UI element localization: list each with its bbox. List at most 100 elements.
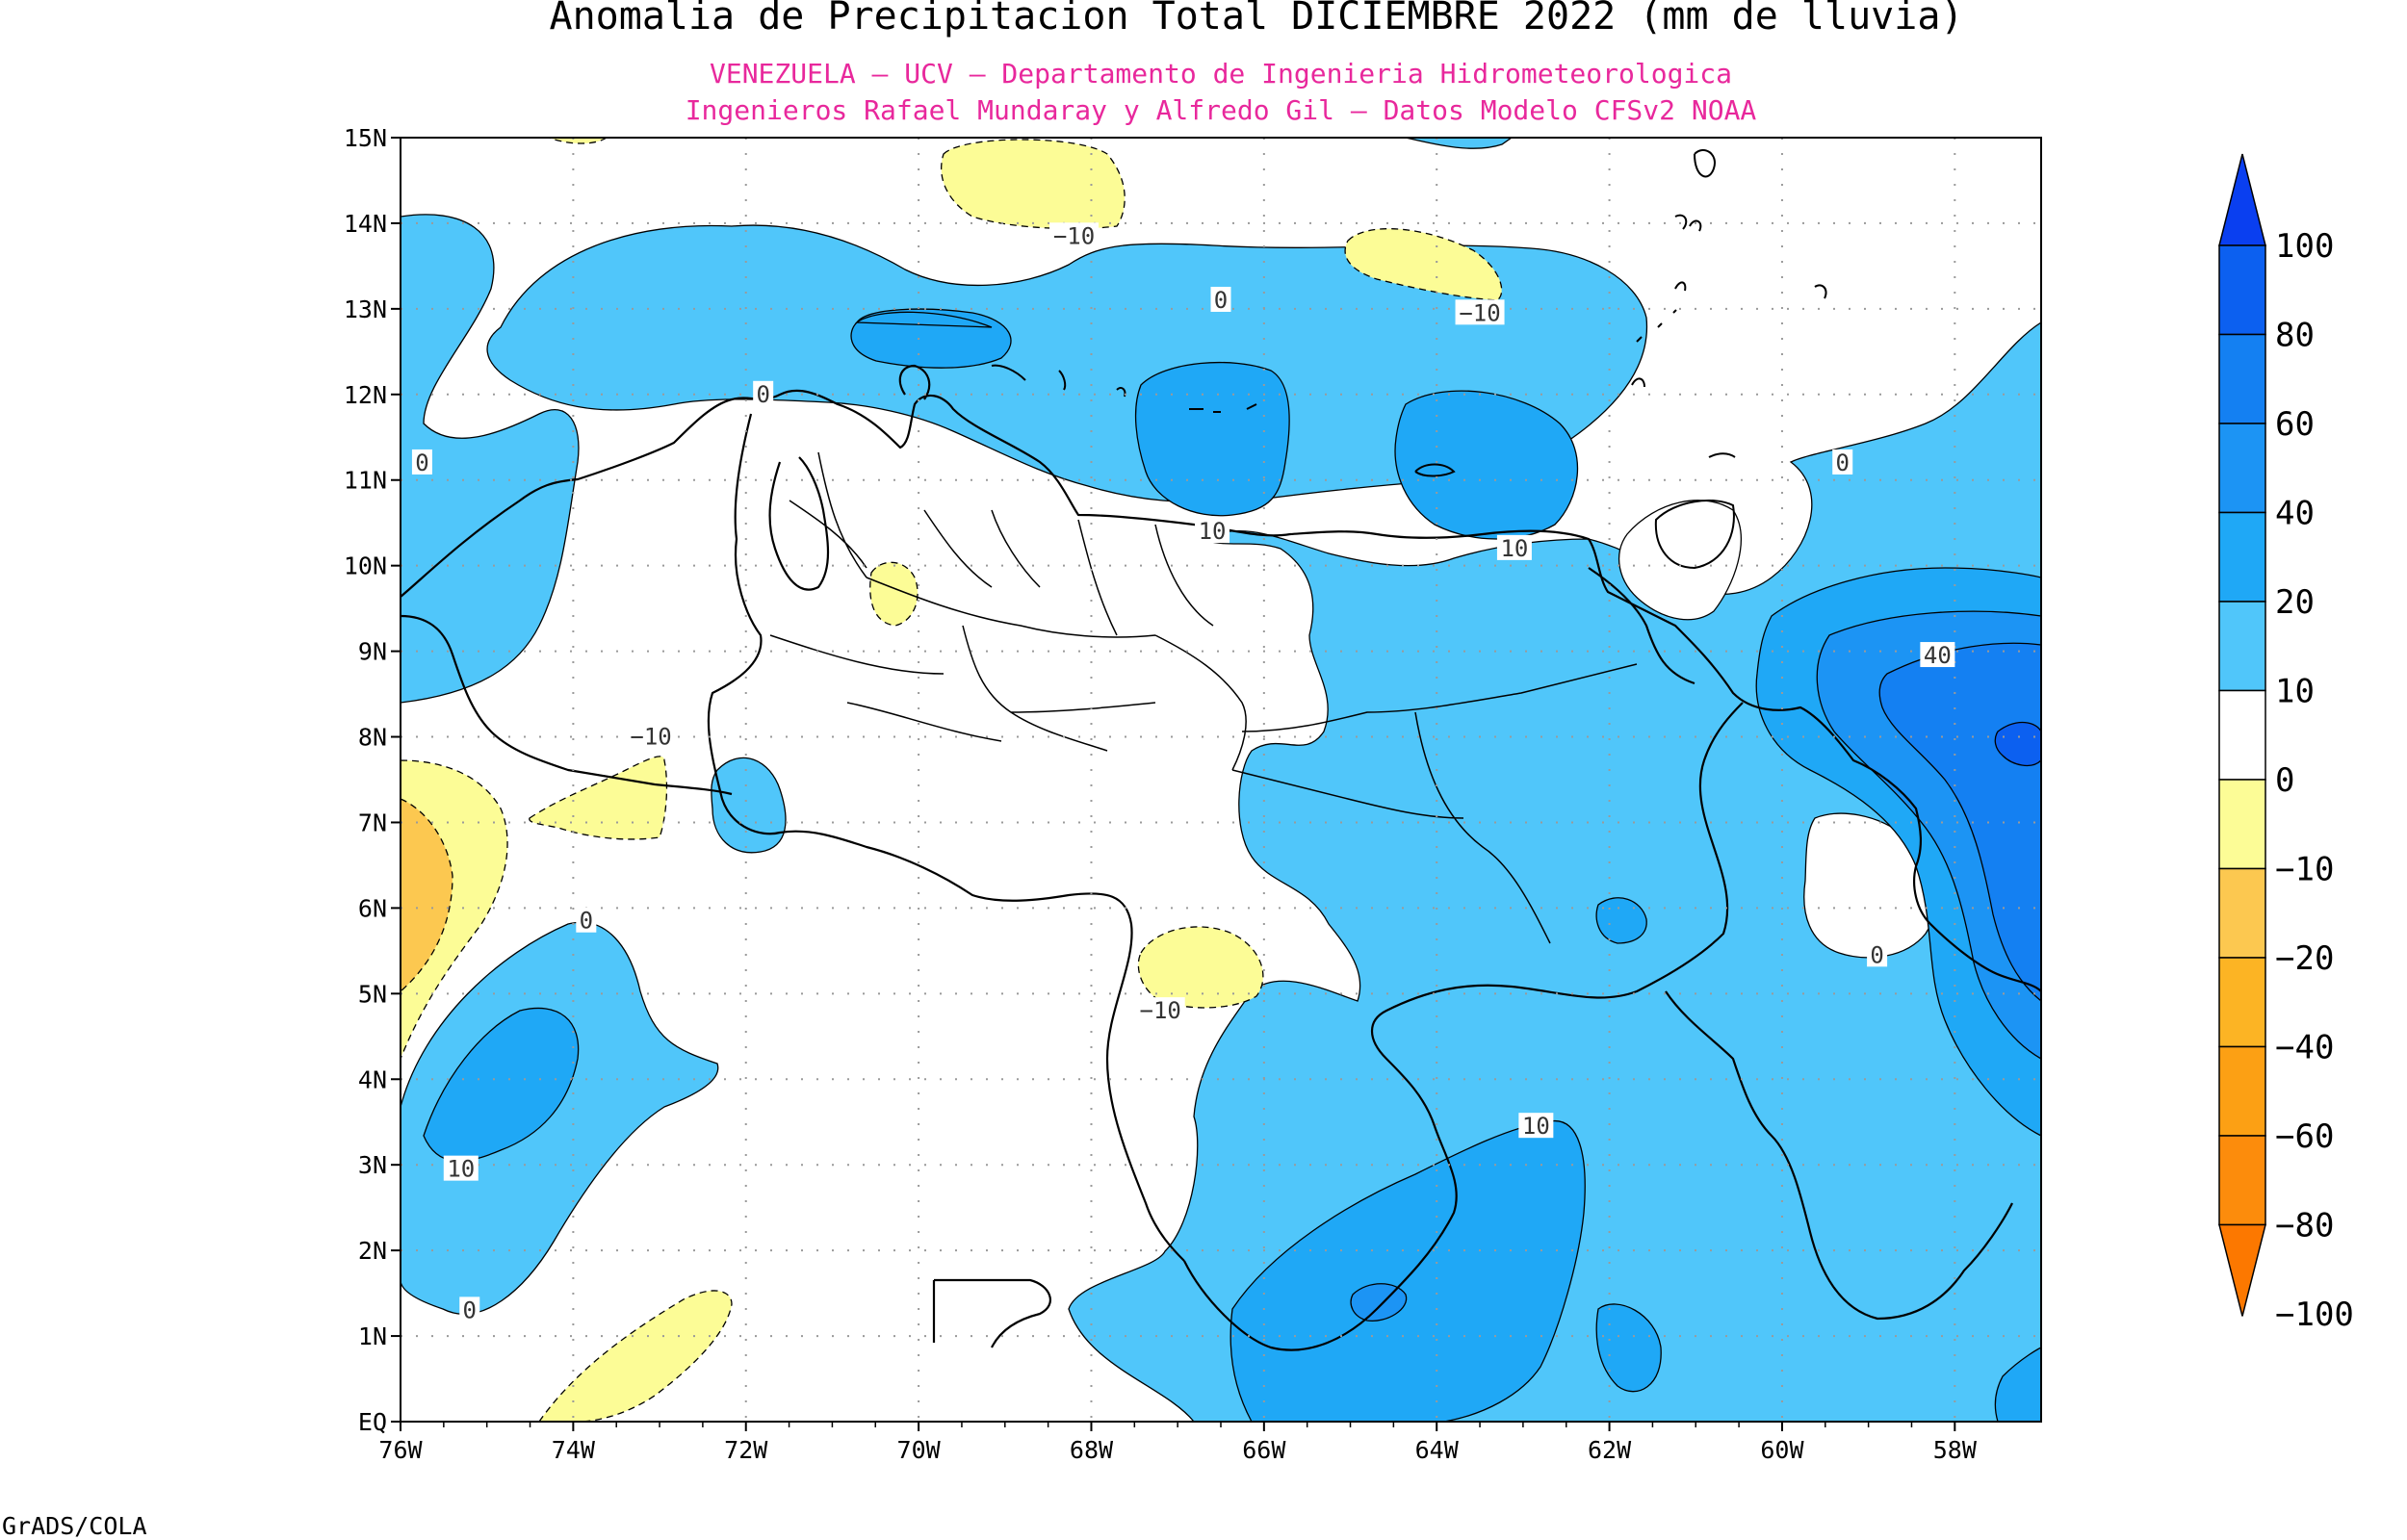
- contour-label-box: [1455, 299, 1505, 325]
- caribbean-north-positive-cell: [855, 311, 993, 328]
- anomaly-negative-20-regions: [401, 798, 453, 992]
- map-plot-area: [401, 138, 2041, 1422]
- colorbar-swatch: [2218, 423, 2266, 514]
- caribbean-islands: [991, 149, 1827, 570]
- colorbar-label: 0: [2275, 761, 2294, 800]
- lon-tick-label: 60W: [1760, 1436, 1804, 1464]
- colorbar-swatch: [2218, 333, 2266, 424]
- north-coastline: [401, 389, 2041, 992]
- colorbar-label: −100: [2275, 1296, 2354, 1334]
- lat-tick-label: 14N: [344, 210, 387, 238]
- colorbar-label: 80: [2275, 317, 2315, 355]
- lara-negative-cell: [869, 561, 919, 627]
- colorbar-label: −60: [2275, 1117, 2334, 1156]
- contour-label-box: [411, 449, 432, 475]
- colorbar-label: −80: [2275, 1207, 2334, 1245]
- leeward-dot-2: [1657, 322, 1663, 328]
- lat-tick-label: 2N: [358, 1237, 387, 1265]
- lon-tick-label: 70W: [897, 1436, 942, 1464]
- contour-label-box: [626, 723, 676, 749]
- lat-tick-label: 6N: [358, 894, 387, 922]
- contour-label: 0: [463, 1296, 477, 1323]
- colorbar-label: −40: [2275, 1029, 2334, 1067]
- contour-label: 0: [1214, 287, 1228, 314]
- colorbar-label: 100: [2275, 227, 2334, 266]
- contour-label-box: [576, 907, 597, 933]
- subtitle-institution: VENEZUELA — UCV — Departamento de Ingeni…: [710, 58, 1732, 90]
- lat-tick-label: 5N: [358, 980, 387, 1008]
- colorbar-label: 40: [2275, 495, 2315, 533]
- lat-tick-label: EQ: [358, 1408, 387, 1436]
- catatumbo-positive-cell: [711, 757, 787, 854]
- venezuela-south-border: [1183, 702, 1744, 1351]
- lat-tick-label: 7N: [358, 808, 387, 836]
- colorbar-label: −10: [2275, 851, 2334, 889]
- contour-label-box: [1195, 518, 1230, 544]
- leeward-dot-1: [1636, 336, 1643, 343]
- anomaly-negative-10-regions: [401, 138, 1503, 1422]
- lat-tick-label: 13N: [344, 295, 387, 323]
- colorbar-bottom-arrow: [2218, 1223, 2266, 1317]
- lon-tick-label: 76W: [378, 1436, 423, 1464]
- trinidad-island: [1654, 500, 1735, 570]
- orinoco-delta: [1588, 567, 1695, 685]
- contour-label-box: [753, 380, 774, 406]
- contour-label: 0: [1870, 941, 1883, 968]
- contour-labels: −10 0 −10 0 0 10 10 0 40 −10 0 0 −10 10 10 0: [411, 222, 1955, 1323]
- colorbar-swatch: [2218, 1045, 2266, 1137]
- colorbar-swatch: [2218, 867, 2266, 959]
- lon-tick-label: 58W: [1933, 1436, 1978, 1464]
- lon-tick-label: 62W: [1588, 1436, 1632, 1464]
- contour-label-box: [1496, 534, 1532, 560]
- south-negative-cell: [538, 1290, 733, 1422]
- contour-label: 0: [415, 449, 428, 476]
- dominica-island: [1674, 214, 1688, 230]
- lat-tick-label: 3N: [358, 1151, 387, 1179]
- lon-tick-label: 68W: [1070, 1436, 1114, 1464]
- lon-tick-label: 66W: [1242, 1436, 1286, 1464]
- colorbar-swatch: [2218, 601, 2266, 692]
- contour-label-box: [1832, 449, 1853, 475]
- lat-tick-label: 15N: [344, 124, 387, 152]
- amapa-positive-cell: [1994, 1347, 2041, 1422]
- colombia-negative-cell: [529, 756, 668, 840]
- caribbean-negative-cell-east: [1344, 228, 1503, 301]
- leeward-dot-3: [1672, 309, 1677, 314]
- contour-label-box: [1135, 997, 1185, 1023]
- curacao-island: [991, 364, 1026, 381]
- brazil-border-west: [932, 1278, 1051, 1348]
- map-title: Anomalia de Precipitacion Total DICIEMBR…: [549, 0, 1963, 38]
- anomaly-60-80-regions: [1994, 721, 2041, 767]
- lat-tick-label: 1N: [358, 1322, 387, 1350]
- contour-label: 10: [447, 1156, 475, 1183]
- contour-label: 0: [756, 381, 769, 408]
- guyana-borders: [1665, 990, 2013, 1321]
- west-colombia-positive-region: [401, 214, 580, 704]
- venezuela-states: [769, 451, 1638, 944]
- lat-tick-label: 11N: [344, 467, 387, 495]
- grads-credit: GrADS/COLA: [2, 1512, 147, 1540]
- contour-label: 10: [1500, 535, 1528, 562]
- sucre-positive-cell: [1394, 390, 1579, 540]
- lat-tick-label: 10N: [344, 552, 387, 580]
- coastlines-and-borders: [401, 364, 2041, 1351]
- st-lucia-island: [1689, 219, 1702, 232]
- colombia-interior-border: [401, 614, 733, 796]
- contour-label: 40: [1924, 642, 1952, 669]
- lon-tick-label: 72W: [724, 1436, 768, 1464]
- contour-label-box: [459, 1296, 480, 1322]
- colorbar-swatch: [2218, 689, 2266, 781]
- margarita-positive-cell: [1134, 361, 1290, 517]
- martinique-island: [1694, 149, 1716, 178]
- west-edge-negative-core: [401, 798, 453, 992]
- northern-edge-positive-cell: [1405, 138, 1514, 149]
- contour-label: 10: [1522, 1113, 1550, 1140]
- lake-maracaibo: [768, 456, 830, 591]
- colorbar-top-arrow: [2218, 153, 2266, 246]
- aruba-island: [1058, 370, 1067, 391]
- contour-label-box: [443, 1155, 479, 1181]
- margarita-island: [1414, 463, 1456, 477]
- southwest-positive-region: [401, 921, 719, 1315]
